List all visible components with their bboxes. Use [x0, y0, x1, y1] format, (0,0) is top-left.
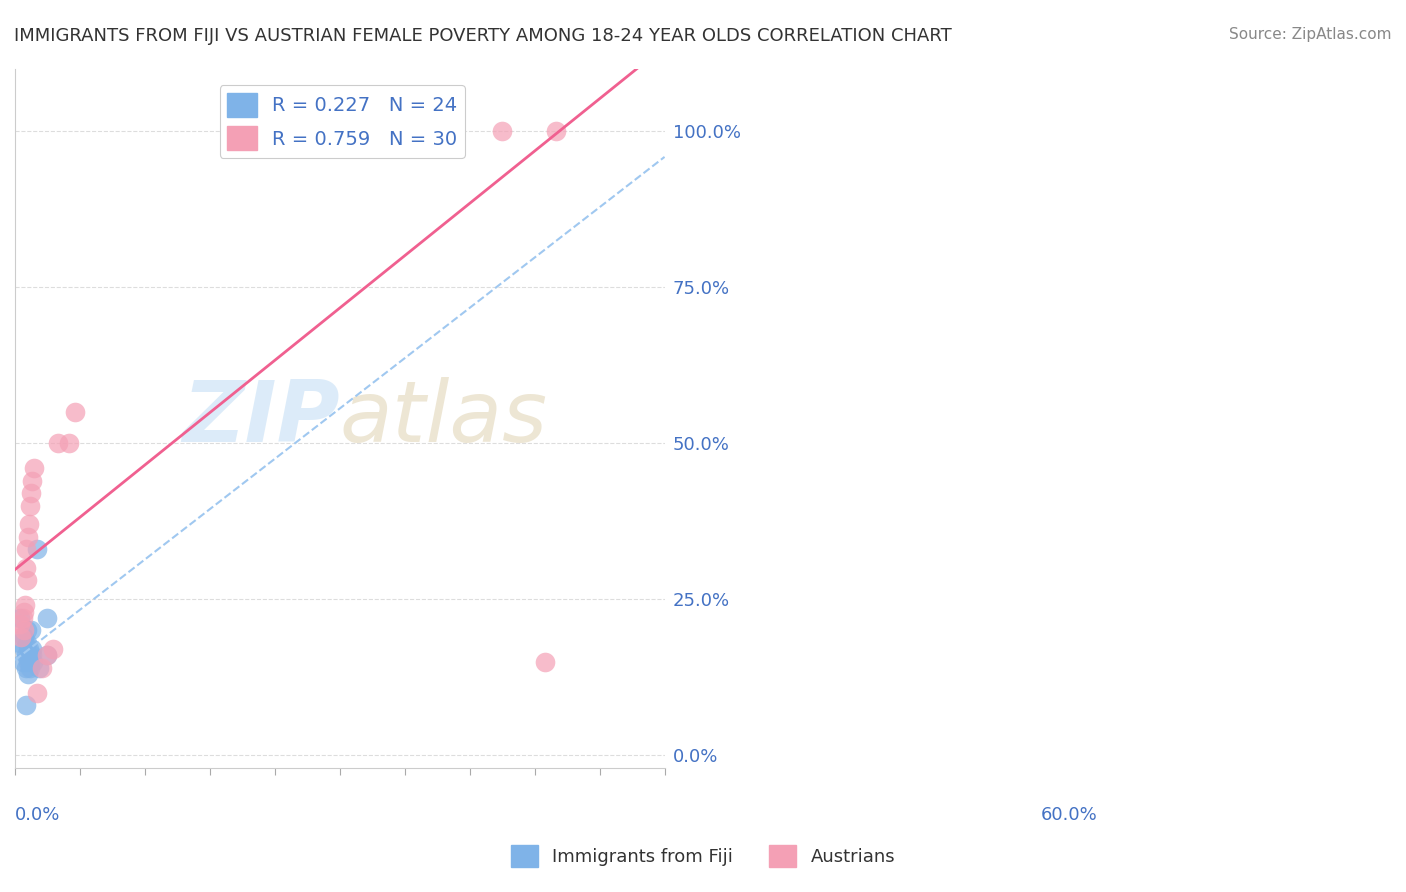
Point — [17, 655, 39, 669]
Point — [22, 655, 45, 669]
Text: IMMIGRANTS FROM FIJI VS AUSTRIAN FEMALE POVERTY AMONG 18-24 YEAR OLDS CORRELATIO: IMMIGRANTS FROM FIJI VS AUSTRIAN FEMALE … — [14, 27, 952, 45]
Point — [25, 542, 48, 557]
Point — [17, 530, 39, 544]
Point — [17, 667, 39, 681]
Point — [37, 611, 59, 625]
Point — [13, 642, 35, 657]
Point — [25, 686, 48, 700]
Point — [18, 648, 41, 663]
Point — [14, 648, 37, 663]
Point — [15, 624, 38, 638]
Point — [28, 661, 51, 675]
Point — [14, 542, 37, 557]
Point — [10, 617, 32, 632]
Point — [534, 655, 557, 669]
Point — [15, 574, 38, 588]
Point — [37, 648, 59, 663]
Point — [10, 611, 32, 625]
Point — [21, 648, 44, 663]
Point — [491, 124, 513, 138]
Point — [42, 642, 65, 657]
Point — [14, 698, 37, 713]
Point — [297, 124, 319, 138]
Text: Source: ZipAtlas.com: Source: ZipAtlas.com — [1229, 27, 1392, 42]
Point — [394, 124, 416, 138]
Point — [11, 611, 34, 625]
Point — [18, 655, 41, 669]
Point — [18, 517, 41, 532]
Point — [15, 636, 38, 650]
Point — [14, 599, 37, 613]
Point — [58, 436, 80, 450]
Point — [18, 499, 41, 513]
Point — [11, 655, 34, 669]
Point — [21, 642, 44, 657]
Point — [31, 661, 53, 675]
Point — [546, 124, 568, 138]
Point — [20, 486, 42, 500]
Point — [14, 561, 37, 575]
Legend: R = 0.227   N = 24, R = 0.759   N = 30: R = 0.227 N = 24, R = 0.759 N = 30 — [219, 86, 465, 158]
Point — [10, 636, 32, 650]
Legend: Immigrants from Fiji, Austrians: Immigrants from Fiji, Austrians — [503, 838, 903, 874]
Point — [21, 474, 44, 488]
Text: 60.0%: 60.0% — [1040, 806, 1098, 824]
Point — [13, 624, 35, 638]
Point — [37, 648, 59, 663]
Point — [437, 130, 460, 145]
Point — [10, 630, 32, 644]
Text: atlas: atlas — [340, 376, 548, 459]
Point — [13, 630, 35, 644]
Point — [350, 130, 373, 145]
Point — [63, 405, 86, 419]
Text: ZIP: ZIP — [183, 376, 340, 459]
Point — [14, 661, 37, 675]
Point — [46, 436, 69, 450]
Point — [382, 124, 405, 138]
Point — [18, 661, 41, 675]
Text: 0.0%: 0.0% — [15, 806, 60, 824]
Point — [18, 642, 41, 657]
Point — [13, 605, 35, 619]
Point — [24, 461, 46, 475]
Point — [20, 624, 42, 638]
